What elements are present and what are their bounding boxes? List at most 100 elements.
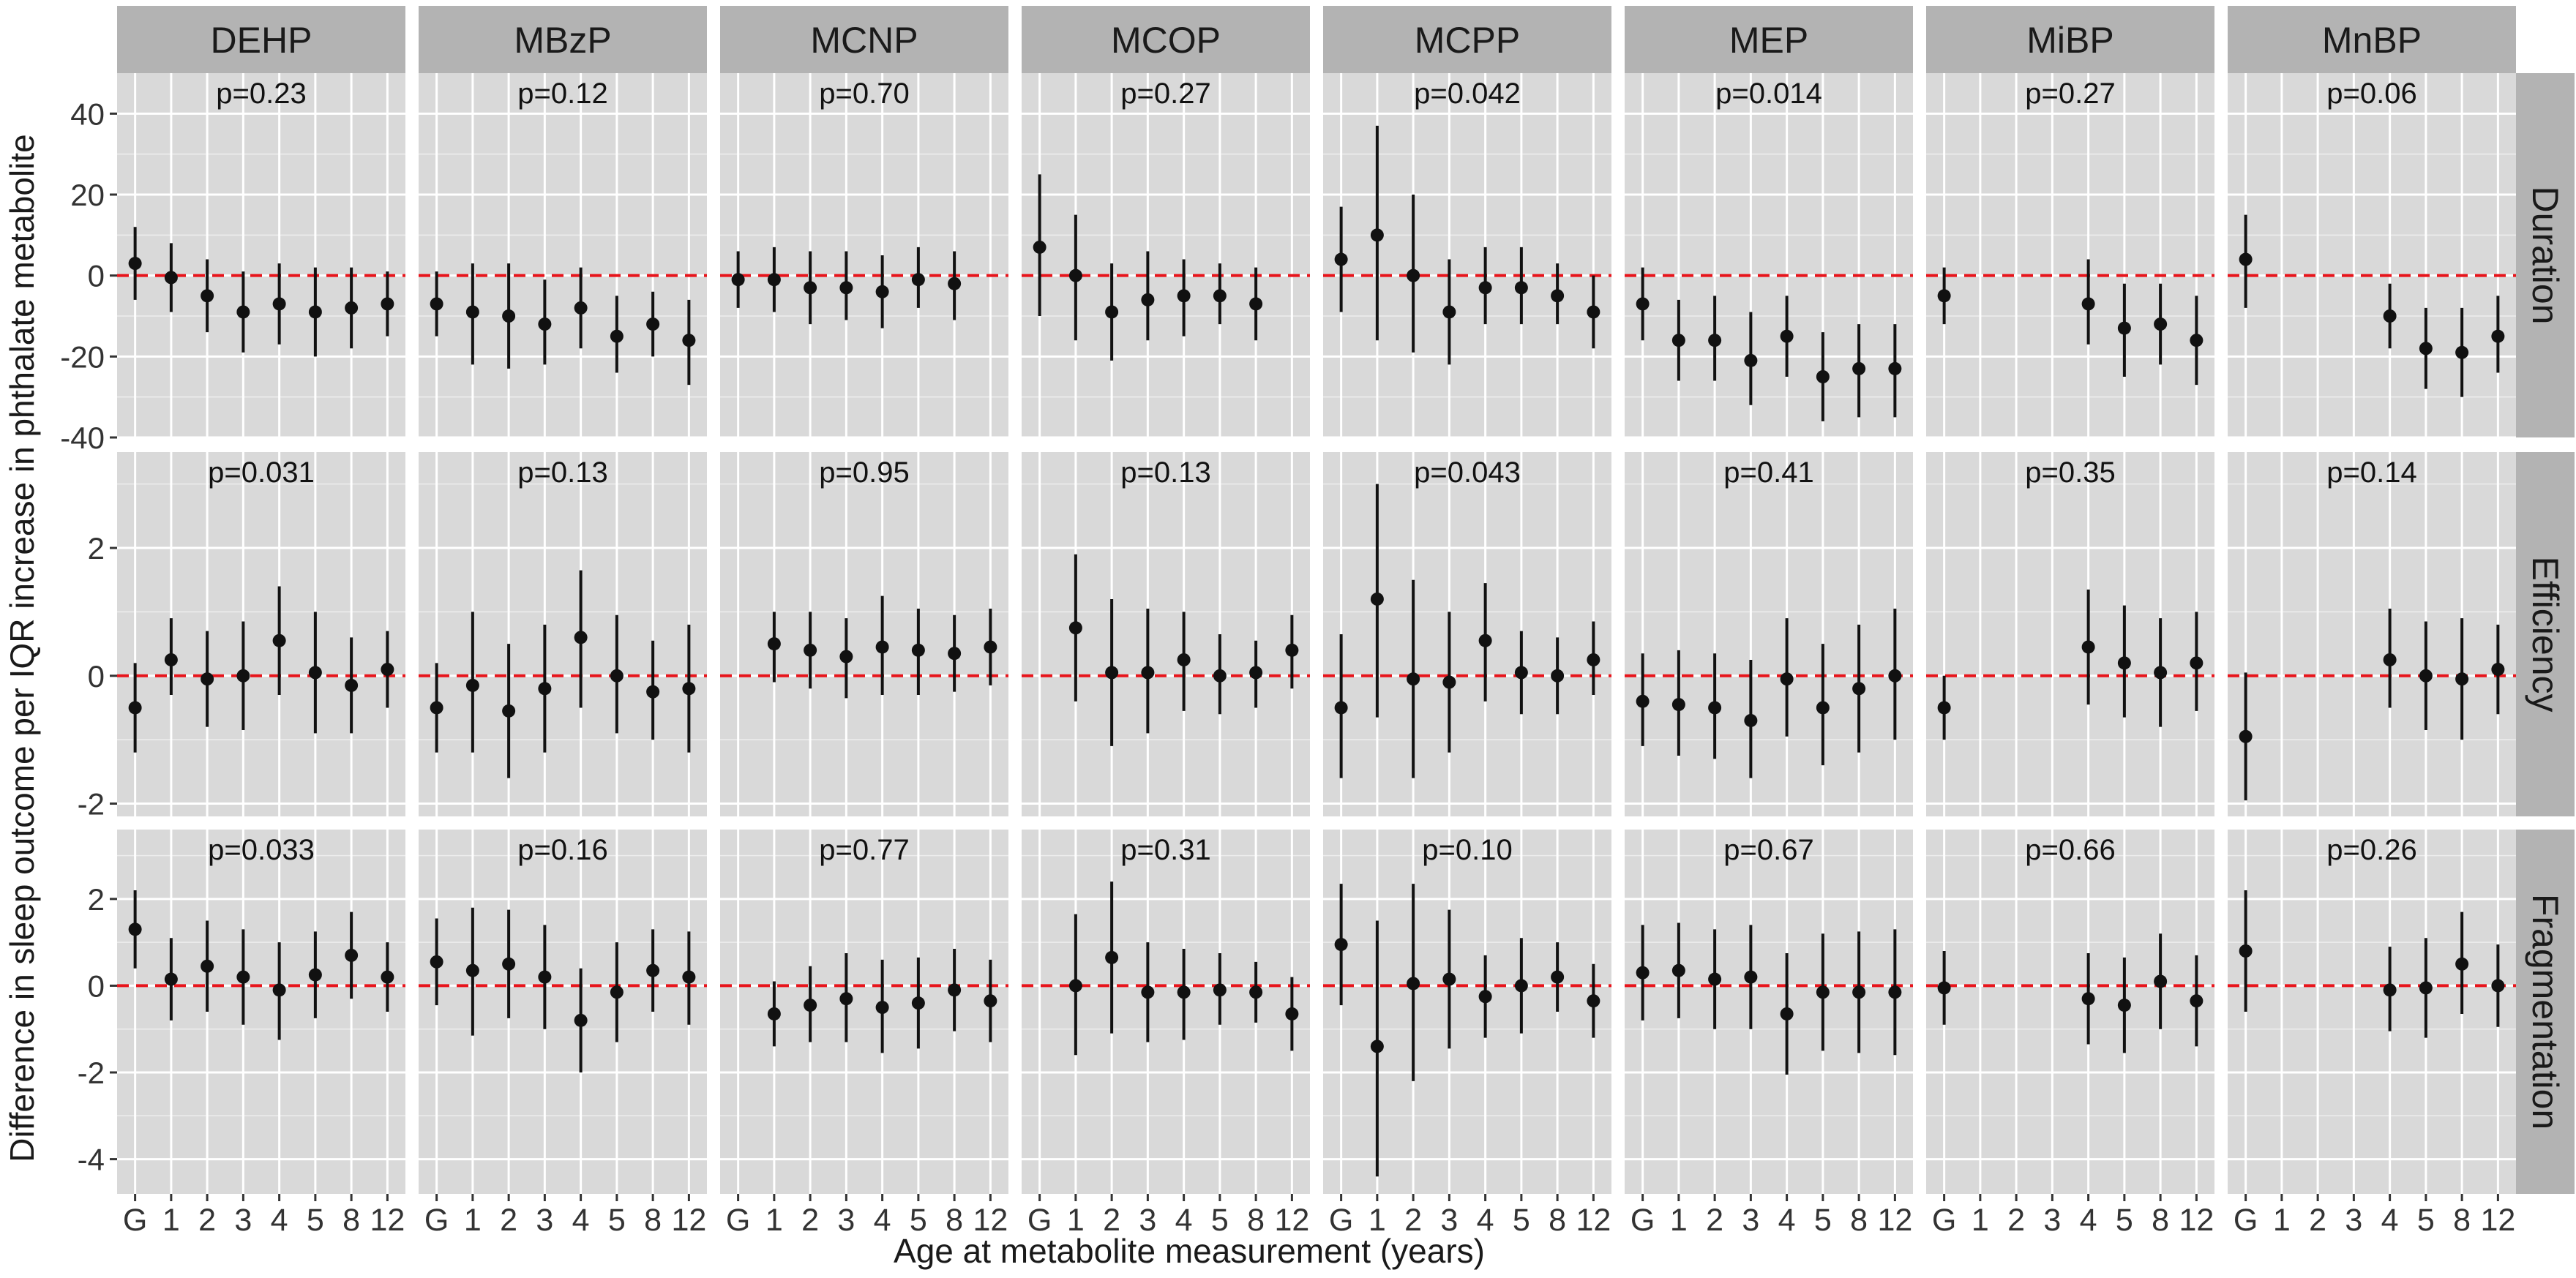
x-tick-label: 8 [1549, 1203, 1566, 1238]
p-value-label: p=0.23 [216, 78, 306, 110]
panel-duration-mbzp: p=0.12 [419, 73, 707, 439]
estimate-point [1177, 653, 1191, 666]
p-value-label: p=0.16 [517, 834, 607, 866]
estimate-point [804, 281, 817, 295]
estimate-point [430, 701, 443, 715]
panel-efficiency-mnbp: p=0.14 [2228, 452, 2516, 816]
x-tick-label: G [123, 1203, 147, 1238]
estimate-point [2239, 252, 2253, 266]
p-value-label: p=0.12 [517, 78, 607, 110]
x-tick-label: 3 [1742, 1203, 1759, 1238]
panel-efficiency-mcop: p=0.13 [1022, 452, 1310, 816]
estimate-point [1514, 979, 1528, 993]
estimate-point [2455, 957, 2469, 971]
estimate-point [1285, 643, 1299, 657]
estimate-point [1587, 653, 1600, 666]
estimate-point [767, 637, 781, 651]
estimate-point [1816, 985, 1830, 999]
panel-fragmentation-mcpp: p=0.10 [1323, 830, 1611, 1194]
x-tick-label: 1 [765, 1203, 783, 1238]
estimate-point [839, 281, 853, 295]
panel-duration-mcnp: p=0.70 [720, 73, 1008, 439]
panel-efficiency-mibp: p=0.35 [1926, 452, 2214, 816]
estimate-point [2383, 653, 2397, 666]
x-tick-label: 12 [1877, 1203, 1912, 1238]
estimate-point [164, 653, 178, 666]
estimate-point [2081, 992, 2095, 1006]
x-tick-label: 12 [671, 1203, 706, 1238]
estimate-point [1105, 305, 1119, 319]
estimate-point [1888, 361, 1902, 375]
panel-background [1022, 452, 1310, 816]
estimate-point [272, 297, 286, 311]
estimate-point [430, 297, 443, 311]
strip-fragmentation [2516, 830, 2575, 1194]
estimate-point [1105, 666, 1119, 680]
p-value-label: p=0.66 [2025, 834, 2115, 866]
p-value-label: p=0.10 [1422, 834, 1512, 866]
p-value-label: p=0.033 [208, 834, 315, 866]
x-tick-label: 1 [1670, 1203, 1688, 1238]
estimate-point [1478, 990, 1492, 1004]
estimate-point [345, 678, 359, 692]
estimate-point [767, 273, 781, 287]
x-tick-label: 5 [2116, 1203, 2133, 1238]
estimate-point [430, 955, 443, 969]
panel-background [1926, 452, 2214, 816]
p-value-label: p=0.95 [819, 456, 909, 489]
estimate-point [1852, 985, 1866, 999]
estimate-point [1105, 950, 1119, 964]
x-tick-label: 4 [1778, 1203, 1796, 1238]
estimate-point [1636, 694, 1650, 708]
estimate-point [1744, 353, 1758, 367]
estimate-point [2117, 321, 2131, 335]
panel-background [419, 830, 707, 1194]
x-tick-label: 12 [370, 1203, 405, 1238]
estimate-point [1478, 281, 1492, 295]
y-axis-label: Difference in sleep outcome per IQR incr… [3, 134, 41, 1162]
estimate-point [2455, 672, 2469, 686]
estimate-point [1033, 240, 1046, 254]
panel-duration-dehp: p=0.23 [117, 73, 405, 439]
panel-duration-mcpp: p=0.042 [1323, 73, 1611, 439]
estimate-point [1780, 672, 1794, 686]
x-tick-label: 3 [837, 1203, 855, 1238]
panel-duration-mnbp: p=0.06 [2228, 73, 2516, 439]
panel-background [1625, 73, 1913, 437]
panel-fragmentation-mcnp: p=0.77 [720, 830, 1008, 1194]
p-value-label: p=0.27 [1120, 78, 1210, 110]
x-tick-label: 12 [1274, 1203, 1309, 1238]
estimate-point [1334, 938, 1348, 952]
y-tick-label: 20 [70, 178, 105, 212]
estimate-point [948, 277, 962, 290]
estimate-point [574, 301, 588, 315]
x-tick-label: 4 [1175, 1203, 1193, 1238]
panel-background [2228, 452, 2516, 816]
estimate-point [1407, 672, 1420, 686]
estimate-point [2081, 640, 2095, 654]
estimate-point [911, 996, 925, 1010]
panel-duration-mcop: p=0.27 [1022, 73, 1310, 439]
x-tick-label: 2 [2007, 1203, 2025, 1238]
panel-efficiency-mcpp: p=0.043 [1323, 452, 1611, 816]
x-tick-label: 3 [2043, 1203, 2061, 1238]
estimate-point [1407, 977, 1420, 991]
estimate-point [948, 647, 962, 661]
p-value-label: p=0.043 [1414, 456, 1521, 489]
strip-mcnp [720, 6, 1008, 73]
x-tick-label: 5 [307, 1203, 324, 1238]
estimate-point [839, 992, 853, 1006]
estimate-point [381, 663, 394, 677]
estimate-point [1780, 329, 1794, 343]
strip-label: MCOP [1111, 20, 1221, 61]
panel-duration-mibp: p=0.27 [1926, 73, 2214, 439]
estimate-point [1671, 698, 1685, 712]
estimate-point [502, 957, 516, 971]
estimate-point [1370, 1040, 1384, 1053]
strip-label: MBzP [514, 20, 611, 61]
y-tick-label: -20 [60, 339, 105, 374]
estimate-point [2419, 669, 2433, 683]
y-tick-label: 2 [88, 531, 105, 565]
